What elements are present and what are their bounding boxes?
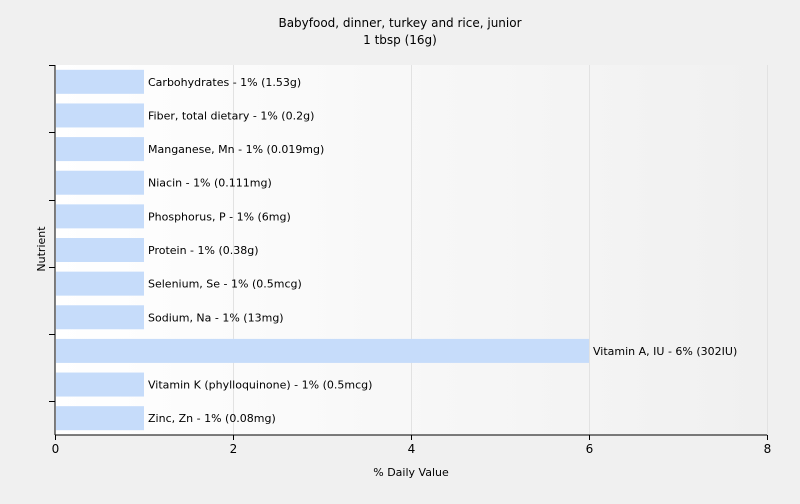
y-axis-title: Nutrient	[35, 226, 48, 272]
bar	[56, 271, 144, 296]
bar-label: Selenium, Se - 1% (0.5mcg)	[148, 278, 302, 291]
gridlines	[233, 65, 768, 435]
bar	[56, 137, 144, 162]
x-tick-label: 6	[586, 442, 594, 456]
bar	[56, 69, 144, 94]
bar-label: Niacin - 1% (0.111mg)	[148, 177, 272, 190]
bar-label: Protein - 1% (0.38g)	[148, 244, 259, 257]
bar	[56, 103, 144, 128]
chart-title: Babyfood, dinner, turkey and rice, junio…	[278, 16, 521, 30]
chart-subtitle: 1 tbsp (16g)	[363, 33, 437, 47]
bar-label: Carbohydrates - 1% (1.53g)	[148, 76, 301, 89]
bar	[56, 305, 144, 330]
bar-label: Manganese, Mn - 1% (0.019mg)	[148, 143, 324, 156]
bar	[56, 372, 144, 397]
data-labels: Carbohydrates - 1% (1.53g) Fiber, total d…	[148, 76, 737, 425]
x-tick-label: 4	[408, 442, 416, 456]
bars	[56, 69, 589, 431]
bar-label: Zinc, Zn - 1% (0.08mg)	[148, 412, 276, 425]
bar-label: Vitamin K (phylloquinone) - 1% (0.5mcg)	[148, 379, 372, 392]
bar	[56, 170, 144, 195]
bar-label: Phosphorus, P - 1% (6mg)	[148, 210, 291, 223]
x-tick-label: 2	[230, 442, 238, 456]
x-axis-title: % Daily Value	[373, 466, 449, 479]
bar	[56, 338, 589, 363]
bar	[56, 204, 144, 229]
x-tick-label: 0	[52, 442, 60, 456]
x-tick-label: 8	[764, 442, 772, 456]
bar-label: Vitamin A, IU - 6% (302IU)	[593, 345, 737, 358]
bar-label: Fiber, total dietary - 1% (0.2g)	[148, 109, 314, 122]
axes: 0 2 4 6 8	[49, 65, 771, 456]
bar	[56, 238, 144, 262]
bar	[56, 406, 144, 431]
bar-label: Sodium, Na - 1% (13mg)	[148, 311, 284, 324]
